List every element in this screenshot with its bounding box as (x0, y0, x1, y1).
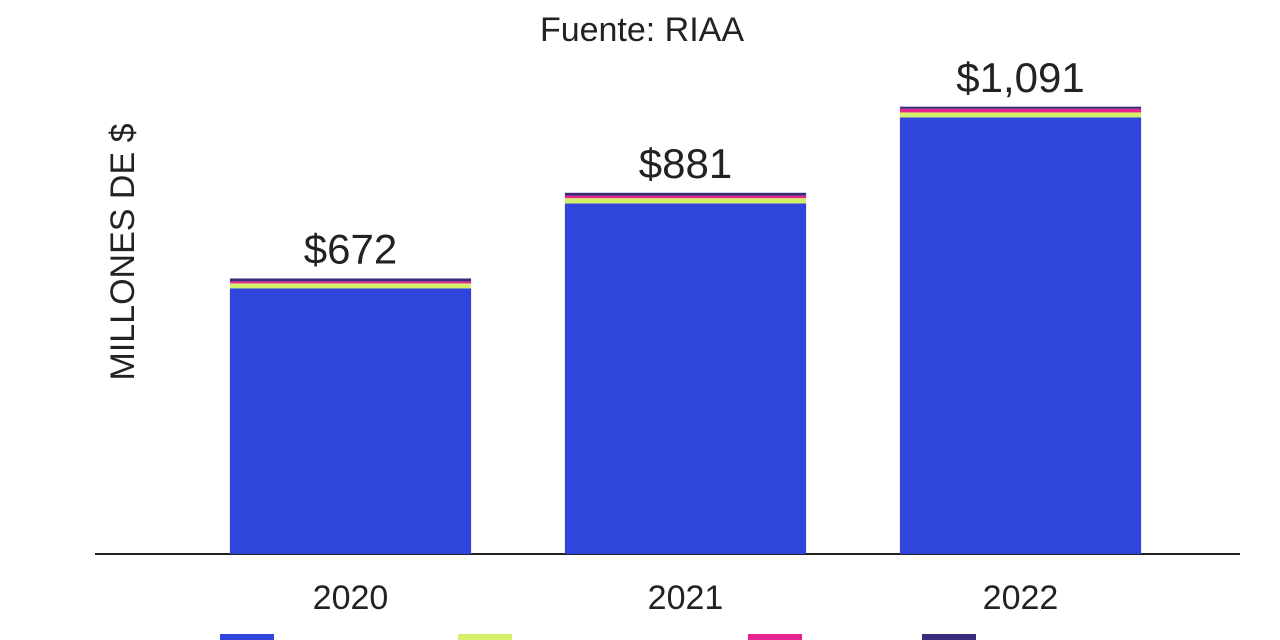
bar-segment (564, 198, 807, 204)
total-label: $672 (304, 226, 397, 273)
bar-segment (899, 117, 1142, 554)
total-label: $1,091 (956, 54, 1084, 101)
bar-segment (229, 278, 472, 282)
bar-segment (899, 112, 1142, 118)
legend-swatch (458, 634, 512, 640)
x-tick-label: 2021 (648, 579, 724, 617)
legend-swatch (220, 634, 274, 640)
y-axis-label: MILLONES DE $ (104, 123, 142, 380)
total-label: $881 (639, 140, 732, 187)
bar-segment (229, 281, 472, 284)
bar-segment (564, 203, 807, 554)
chart-title: Fuente: RIAA (540, 11, 744, 49)
bar-segment (564, 195, 807, 199)
bar-segment (564, 192, 807, 196)
bar-segment (229, 288, 472, 554)
bar-segment (899, 108, 1142, 113)
legend-swatch (748, 634, 802, 640)
bar-segment (229, 283, 472, 289)
legend-swatch (922, 634, 976, 640)
x-tick-label: 2020 (313, 579, 389, 617)
bar-segment (899, 106, 1142, 109)
x-tick-label: 2022 (983, 579, 1059, 617)
